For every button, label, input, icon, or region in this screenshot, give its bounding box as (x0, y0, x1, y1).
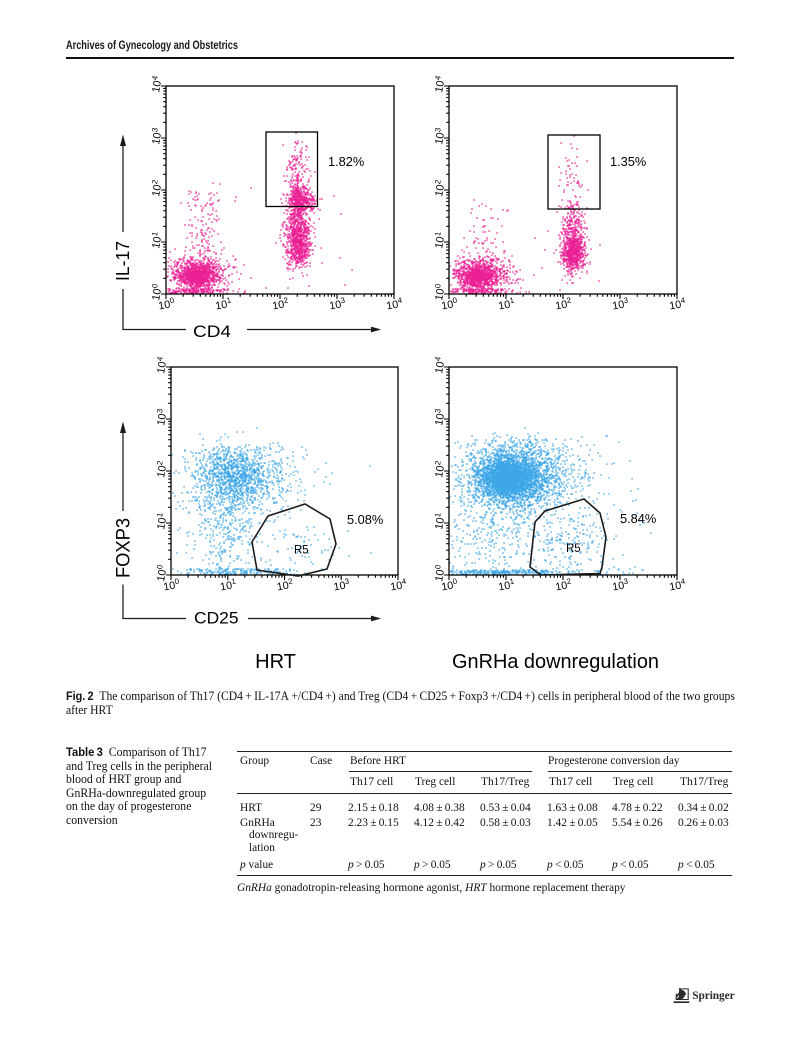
svg-text:103: 103 (431, 127, 448, 146)
svg-text:104: 104 (668, 577, 687, 594)
svg-text:102: 102 (148, 179, 165, 198)
svg-text:101: 101 (497, 296, 516, 313)
svg-text:102: 102 (554, 577, 573, 594)
svg-text:101: 101 (431, 512, 448, 531)
svg-text:103: 103 (153, 408, 170, 427)
svg-text:HRT: HRT (255, 651, 296, 673)
svg-text:100: 100 (148, 282, 165, 301)
svg-text:104: 104 (385, 296, 404, 313)
svg-text:102: 102 (271, 296, 290, 313)
svg-text:104: 104 (431, 355, 448, 374)
svg-text:100: 100 (431, 282, 448, 301)
svg-text:FOXP3: FOXP3 (113, 518, 135, 578)
svg-text:103: 103 (148, 127, 165, 146)
svg-text:101: 101 (214, 296, 233, 313)
svg-text:103: 103 (611, 577, 630, 594)
svg-text:IL-17: IL-17 (112, 241, 133, 281)
svg-text:103: 103 (328, 296, 347, 313)
svg-text:1.82%: 1.82% (328, 154, 364, 169)
svg-text:100: 100 (431, 563, 448, 582)
svg-text:103: 103 (431, 408, 448, 427)
svg-text:102: 102 (431, 460, 448, 479)
svg-text:104: 104 (153, 355, 170, 374)
svg-text:1.35%: 1.35% (610, 154, 646, 169)
svg-text:102: 102 (431, 179, 448, 198)
svg-text:102: 102 (554, 296, 573, 313)
svg-text:101: 101 (148, 231, 165, 250)
svg-text:R5: R5 (294, 545, 309, 557)
svg-text:CD4: CD4 (193, 322, 231, 341)
svg-text:102: 102 (276, 577, 295, 594)
svg-text:101: 101 (431, 231, 448, 250)
svg-text:103: 103 (332, 577, 351, 594)
svg-text:102: 102 (153, 460, 170, 479)
svg-text:104: 104 (431, 74, 448, 93)
svg-text:R5: R5 (566, 543, 581, 555)
svg-text:101: 101 (497, 577, 516, 594)
svg-text:Springer: Springer (692, 990, 734, 1002)
svg-text:5.08%: 5.08% (347, 512, 383, 527)
svg-text:104: 104 (668, 296, 687, 313)
svg-text:100: 100 (153, 563, 170, 582)
svg-text:101: 101 (219, 577, 238, 594)
svg-text:103: 103 (611, 296, 630, 313)
svg-text:101: 101 (153, 512, 170, 531)
svg-text:GnRHa downregulation: GnRHa downregulation (452, 651, 659, 673)
svg-text:CD25: CD25 (194, 609, 239, 628)
svg-text:104: 104 (389, 577, 408, 594)
svg-text:104: 104 (148, 74, 165, 93)
svg-text:5.84%: 5.84% (620, 511, 656, 526)
